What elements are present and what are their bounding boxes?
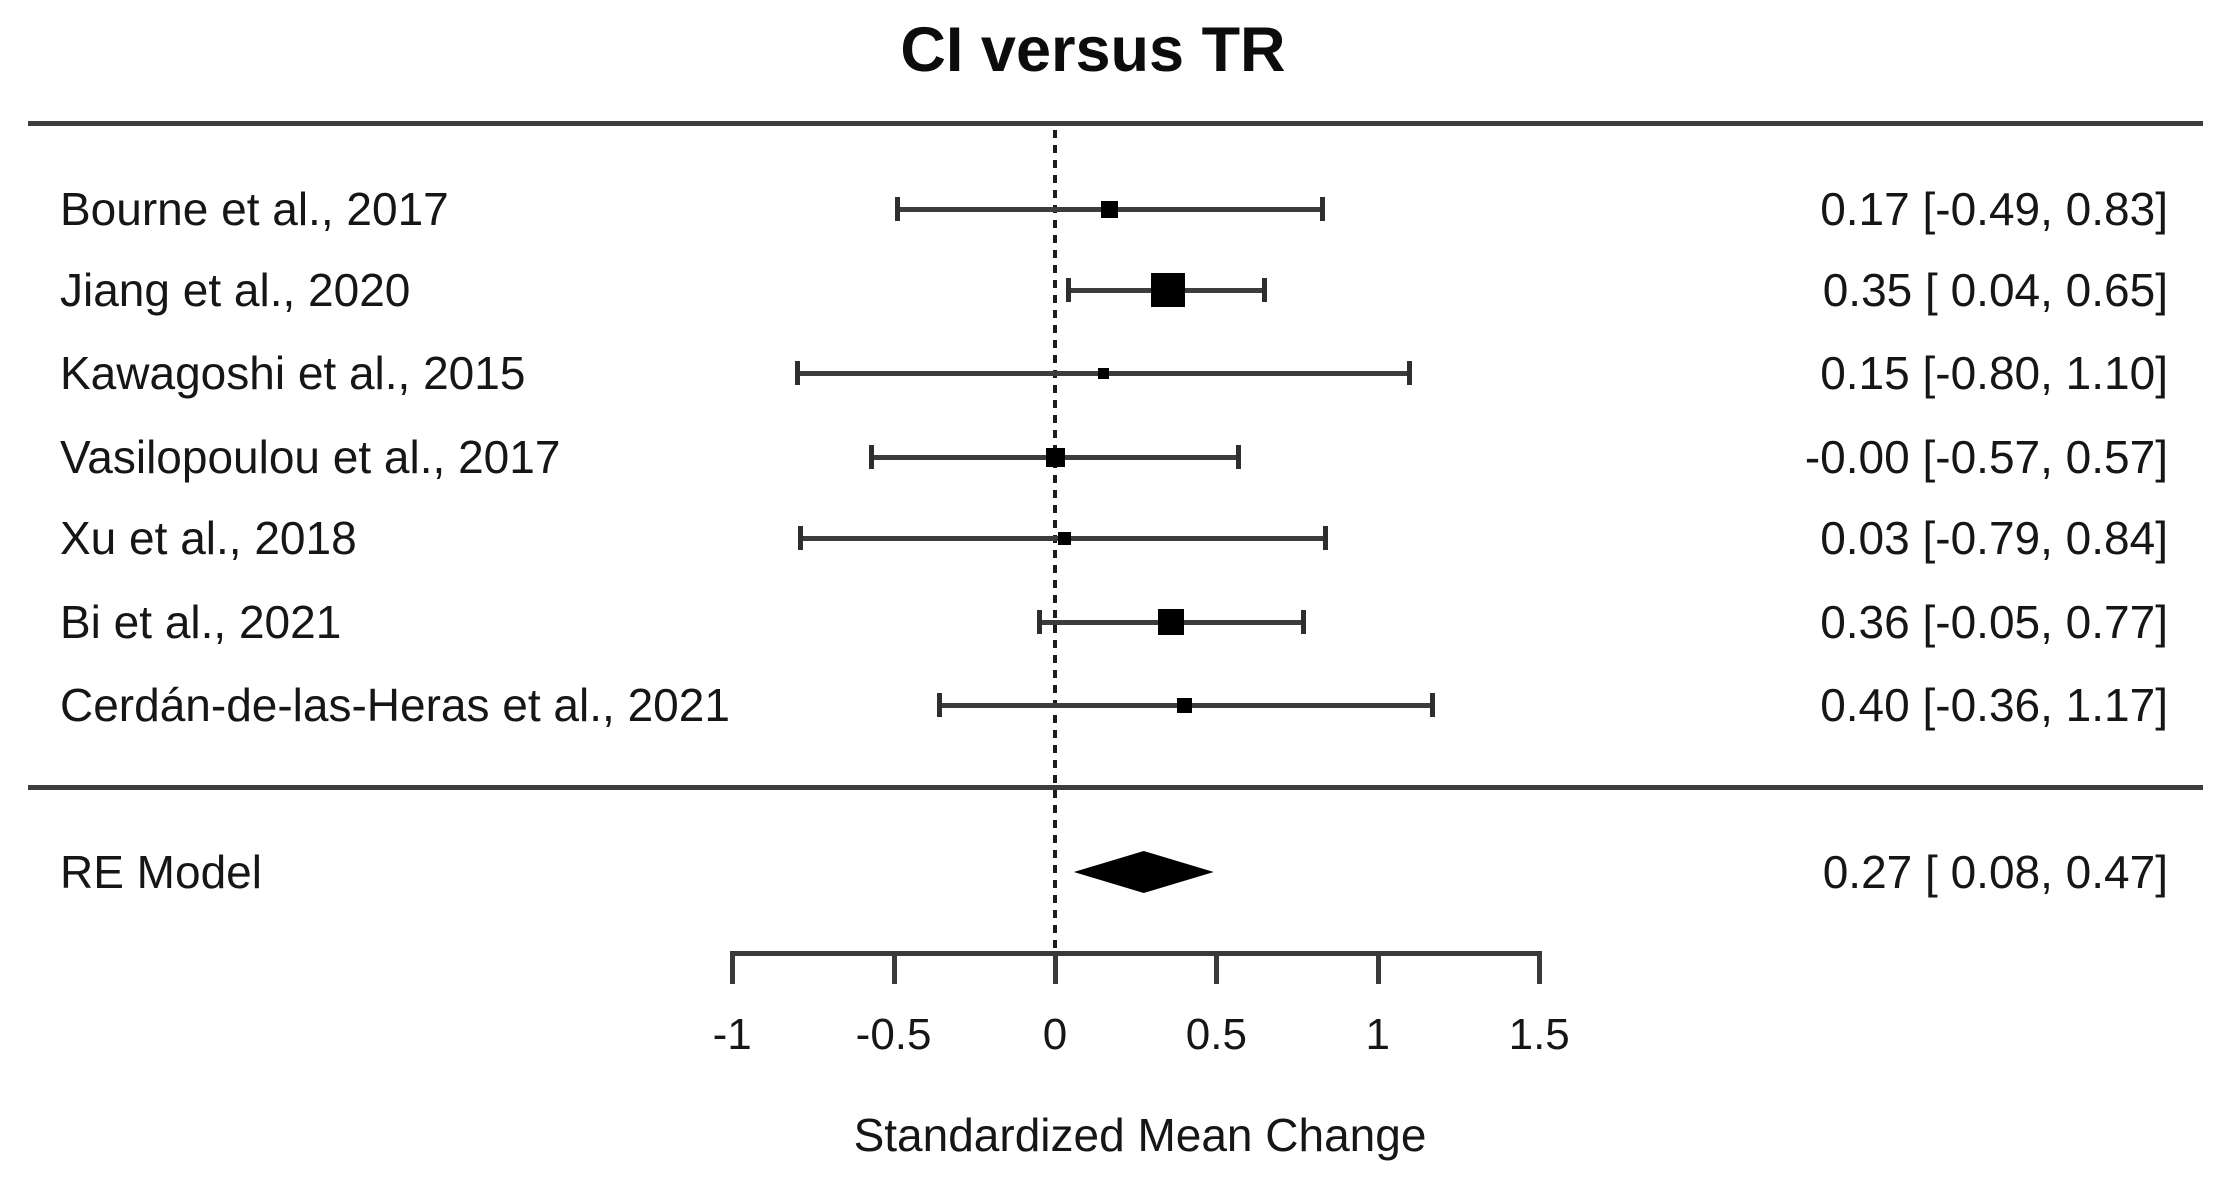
axis-tick [1214,951,1220,984]
study-estimate: 0.36 [-0.05, 0.77] [1820,596,2168,648]
ci-cap-left [797,526,803,550]
ci-cap-right [1235,445,1241,469]
study-estimate: 0.17 [-0.49, 0.83] [1820,183,2168,235]
zero-reference-line [1053,130,1057,953]
study-estimate: 0.15 [-0.80, 1.10] [1820,347,2168,399]
axis-tick [1375,951,1381,984]
axis-tick [730,951,736,984]
ci-cap-right [1319,197,1325,221]
top-rule [28,121,2203,126]
ci-cap-left [869,445,874,469]
ci-cap-right [1429,693,1435,717]
ci-cap-right [1407,361,1413,385]
ci-cap-left [1036,610,1042,634]
effect-marker [1097,367,1109,379]
axis-tick-label: 1.5 [1508,1010,1570,1059]
study-label: Xu et al., 2018 [60,512,357,564]
ci-cap-left [794,361,800,385]
axis-tick-label: 1 [1365,1010,1391,1059]
ci-cap-right [1261,278,1267,302]
ci-cap-left [894,197,900,221]
effect-marker [1058,531,1072,545]
page-title: CI versus TR [900,15,1286,85]
study-label: Jiang et al., 2020 [60,264,411,316]
axis-tick-label: 0.5 [1185,1010,1247,1059]
effect-marker [1045,447,1065,467]
effect-marker [1101,200,1119,218]
ci-cap-left [1065,278,1071,302]
study-estimate: 0.40 [-0.36, 1.17] [1820,679,2168,731]
separator-rule [28,785,2203,790]
axis-tick [891,951,897,984]
study-label: Bourne et al., 2017 [60,183,449,235]
axis-tick [1053,951,1058,984]
study-label: Bi et al., 2021 [60,596,342,648]
axis-line [732,951,1542,956]
study-estimate: 0.03 [-0.79, 0.84] [1820,512,2168,564]
axis-title: Standardized Mean Change [853,1109,1427,1161]
study-estimate: -0.00 [-0.57, 0.57] [1804,431,2168,483]
axis-tick [1537,951,1543,984]
effect-marker [1150,273,1185,307]
study-label: Kawagoshi et al., 2015 [60,347,526,399]
axis-tick-label: -0.5 [855,1010,932,1059]
effect-marker [1158,609,1185,635]
summary-estimate: 0.27 [ 0.08, 0.47] [1822,846,2168,898]
summary-label: RE Model [60,846,262,898]
effect-marker [1176,697,1192,713]
ci-cap-right [1323,526,1329,550]
axis-tick-label: 0 [1042,1010,1068,1059]
axis-tick-label: -1 [712,1010,752,1059]
ci-cap-left [936,693,942,717]
study-estimate: 0.35 [ 0.04, 0.65] [1822,264,2168,316]
study-label: Vasilopoulou et al., 2017 [60,431,561,483]
study-label: Cerdán-de-las-Heras et al., 2021 [60,679,730,731]
ci-cap-right [1300,610,1306,634]
